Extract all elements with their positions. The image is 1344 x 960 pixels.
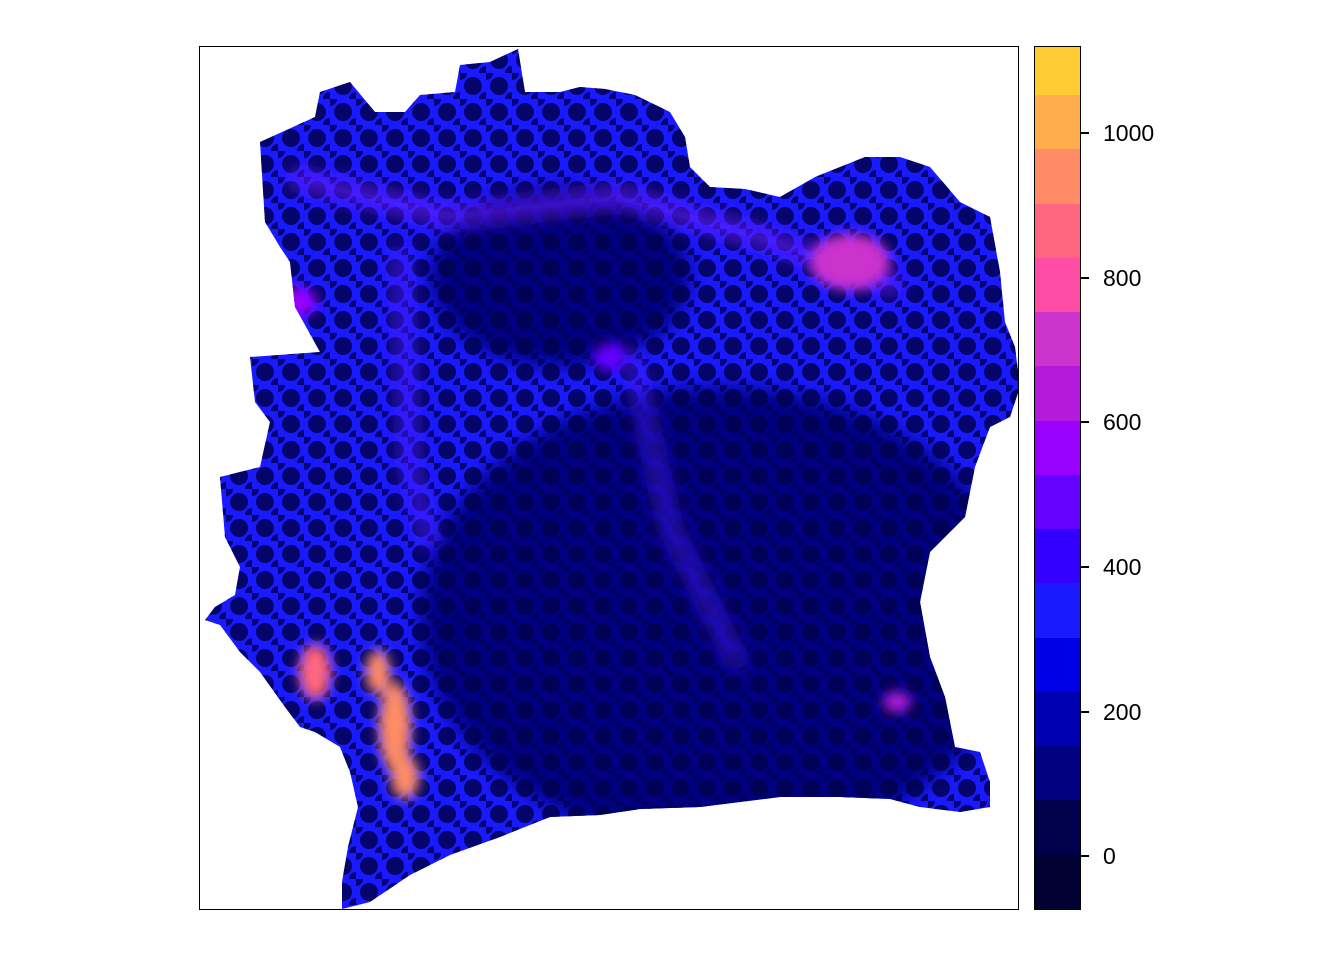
- legend-band: [1035, 690, 1080, 747]
- legend-band: [1035, 256, 1080, 313]
- legend-tick-mark: [1081, 855, 1089, 858]
- legend-band: [1035, 853, 1080, 909]
- hotspot-south-west-ridge: [391, 755, 419, 799]
- legend-tick-mark: [1081, 421, 1089, 424]
- legend-band: [1035, 419, 1080, 475]
- hotspot-east-coast-patch: [883, 692, 911, 712]
- legend-band: [1035, 582, 1080, 638]
- hotspot-west-coast-patch: [299, 644, 331, 700]
- legend-tick-mark: [1081, 565, 1089, 568]
- legend-band: [1035, 799, 1080, 855]
- hotspot-central-north-patch: [594, 343, 626, 371]
- legend-band: [1035, 365, 1080, 421]
- legend-tick-label: 800: [1103, 264, 1142, 291]
- raster-map: [205, 49, 1018, 909]
- legend-tick-label: 1000: [1103, 119, 1155, 146]
- legend-tick-label: 200: [1103, 698, 1142, 725]
- hotspot-south-west-ridge: [366, 650, 390, 694]
- legend-band: [1035, 311, 1080, 367]
- legend-axis: 0 200 400 600 800 1000: [1081, 46, 1181, 910]
- legend-band: [1035, 473, 1080, 530]
- legend-tick-mark: [1081, 131, 1089, 134]
- hotspot-north-east-patch: [810, 234, 890, 290]
- legend-band: [1035, 528, 1080, 584]
- legend-tick-mark: [1081, 276, 1089, 279]
- hotspot-north-west-patch: [273, 287, 317, 317]
- legend-band: [1035, 94, 1080, 150]
- hotspot-south-west-ridge: [379, 682, 411, 772]
- map-panel: [199, 46, 1019, 910]
- legend-band: [1035, 636, 1080, 692]
- legend-tick-label: 400: [1103, 553, 1142, 580]
- corridors: [288, 170, 903, 670]
- legend-band: [1035, 202, 1080, 258]
- legend-band: [1035, 47, 1080, 96]
- color-legend: [1034, 46, 1081, 910]
- legend-tick-label: 600: [1103, 409, 1142, 436]
- legend-band: [1035, 148, 1080, 204]
- legend-tick-mark: [1081, 710, 1089, 713]
- legend-band: [1035, 745, 1080, 801]
- cell-dots: [205, 49, 1018, 909]
- legend-tick-label: 0: [1103, 843, 1116, 870]
